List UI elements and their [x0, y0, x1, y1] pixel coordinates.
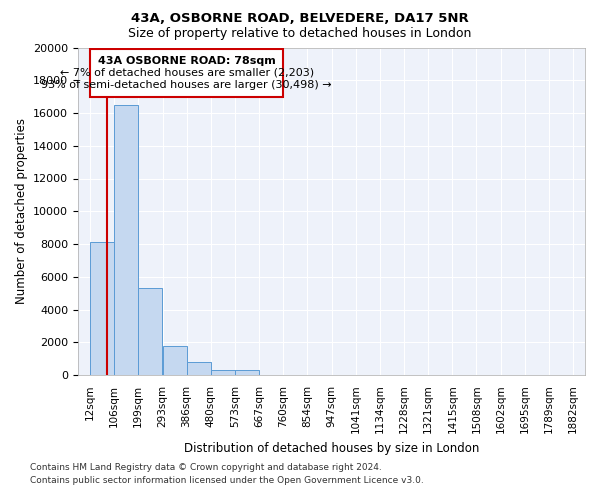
Text: Contains HM Land Registry data © Crown copyright and database right 2024.: Contains HM Land Registry data © Crown c… — [30, 462, 382, 471]
Text: 43A OSBORNE ROAD: 78sqm: 43A OSBORNE ROAD: 78sqm — [98, 56, 275, 66]
Bar — [211, 370, 235, 375]
Bar — [90, 242, 114, 375]
Text: 93% of semi-detached houses are larger (30,498) →: 93% of semi-detached houses are larger (… — [41, 80, 332, 90]
Bar — [114, 105, 139, 375]
Text: Size of property relative to detached houses in London: Size of property relative to detached ho… — [128, 28, 472, 40]
Y-axis label: Number of detached properties: Number of detached properties — [14, 118, 28, 304]
Bar — [187, 362, 211, 375]
Text: ← 7% of detached houses are smaller (2,203): ← 7% of detached houses are smaller (2,2… — [59, 68, 314, 78]
Bar — [235, 370, 259, 375]
X-axis label: Distribution of detached houses by size in London: Distribution of detached houses by size … — [184, 442, 479, 455]
Bar — [163, 346, 187, 375]
Text: 43A, OSBORNE ROAD, BELVEDERE, DA17 5NR: 43A, OSBORNE ROAD, BELVEDERE, DA17 5NR — [131, 12, 469, 26]
Bar — [139, 288, 163, 375]
Text: Contains public sector information licensed under the Open Government Licence v3: Contains public sector information licen… — [30, 476, 424, 485]
Bar — [90, 49, 283, 96]
